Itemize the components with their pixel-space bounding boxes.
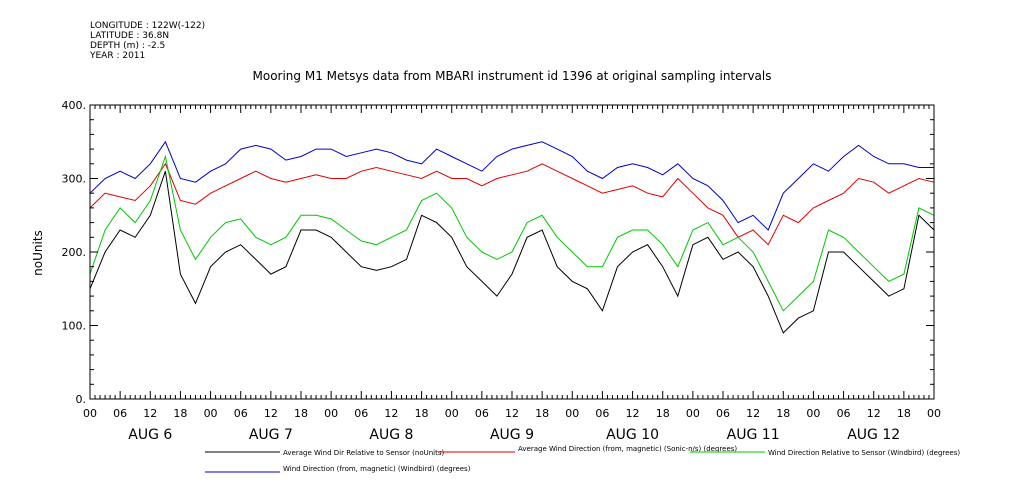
chart-title: Mooring M1 Metsys data from MBARI instru… <box>253 69 772 83</box>
x-tick-label: 12 <box>384 407 398 420</box>
x-tick-label: 00 <box>324 407 338 420</box>
depth-label: DEPTH (m) : -2.5 <box>90 41 166 51</box>
day-label: AUG 11 <box>727 427 780 443</box>
x-tick-label: 00 <box>686 407 700 420</box>
x-tick-label: 06 <box>113 407 127 420</box>
y-tick-label: 400. <box>62 99 87 112</box>
y-tick-label: 0. <box>76 393 87 406</box>
series-line-1 <box>89 162 935 246</box>
x-tick-label: 18 <box>415 407 429 420</box>
y-axis-label: noUnits <box>31 230 45 276</box>
x-tick-label: 06 <box>716 407 730 420</box>
x-tick-label: 06 <box>595 407 609 420</box>
x-tick-label: 00 <box>806 407 820 420</box>
year-label: YEAR : 2011 <box>90 51 146 61</box>
day-label: AUG 9 <box>490 427 534 443</box>
day-label: AUG 7 <box>249 427 293 443</box>
day-label: AUG 10 <box>606 427 659 443</box>
x-tick-label: 18 <box>173 407 187 420</box>
x-tick-label: 06 <box>354 407 368 420</box>
x-tick-label: 18 <box>897 407 911 420</box>
day-label: AUG 12 <box>847 427 900 443</box>
axes-layer: 00 06 12 18 00 06 12 18 00 06 12 18 00 06 12 18 00 06 12 18… <box>62 99 942 443</box>
legend-label-1: Average Wind Direction (from, magnetic) … <box>518 445 737 453</box>
x-tick-label: 18 <box>535 407 549 420</box>
longitude-label: LONGITUDE : 122W(-122) <box>90 21 206 31</box>
x-tick-label: 18 <box>656 407 670 420</box>
x-tick-label: 12 <box>626 407 640 420</box>
y-tick-label: 100. <box>62 320 87 333</box>
x-tick-label: 00 <box>445 407 459 420</box>
x-tick-label: 00 <box>927 407 941 420</box>
y-tick-label: 300. <box>62 173 87 186</box>
metadata-block: LONGITUDE : 122W(-122) LATITUDE : 36.8N … <box>90 21 205 61</box>
legend-label-2: Wind Direction Relative to Sensor (Windb… <box>768 449 960 457</box>
x-tick-label: 12 <box>746 407 760 420</box>
x-tick-label: 12 <box>505 407 519 420</box>
series-line-3 <box>89 140 934 231</box>
day-label: AUG 6 <box>128 427 172 443</box>
x-tick-label: 00 <box>83 407 97 420</box>
x-tick-label: 12 <box>867 407 881 420</box>
x-tick-label: 00 <box>565 407 579 420</box>
series-line-0 <box>89 171 935 334</box>
x-tick-label: 06 <box>234 407 248 420</box>
x-tick-label: 12 <box>143 407 157 420</box>
x-tick-label: 06 <box>475 407 489 420</box>
legend-label-0: Average Wind Dir Relative to Sensor (noU… <box>283 449 444 457</box>
x-tick-label: 00 <box>204 407 218 420</box>
day-label: AUG 8 <box>369 427 413 443</box>
latitude-label: LATITUDE : 36.8N <box>90 31 170 41</box>
x-tick-label: 18 <box>776 407 790 420</box>
legend-label-3: Wind Direction (from, magnetic) (Windbir… <box>283 465 471 473</box>
legend: Average Wind Dir Relative to Sensor (noU… <box>205 445 960 473</box>
y-tick-label: 200. <box>62 246 87 259</box>
x-tick-label: 06 <box>837 407 851 420</box>
series-line-2 <box>89 154 935 312</box>
series-layer <box>89 140 935 334</box>
x-tick-label: 12 <box>264 407 278 420</box>
x-tick-label: 18 <box>294 407 308 420</box>
